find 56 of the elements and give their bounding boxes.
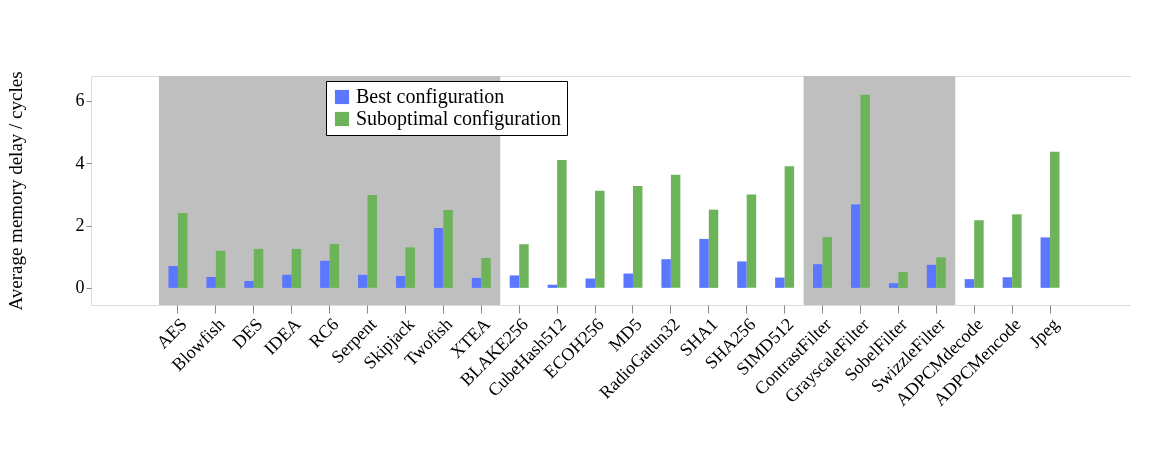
bar bbox=[850, 204, 861, 288]
bar bbox=[177, 213, 188, 288]
bar bbox=[926, 264, 937, 288]
bar bbox=[632, 185, 643, 288]
bar bbox=[291, 248, 302, 288]
bar bbox=[737, 261, 747, 288]
bar bbox=[888, 283, 899, 288]
bar bbox=[215, 250, 226, 288]
y-tick-label: 0 bbox=[75, 277, 85, 298]
bar bbox=[329, 243, 340, 288]
legend-label: Best configuration bbox=[356, 85, 505, 108]
bar bbox=[585, 278, 596, 288]
bar bbox=[936, 257, 946, 288]
y-tick-label: 6 bbox=[75, 90, 85, 111]
bar bbox=[481, 257, 491, 288]
bar bbox=[746, 194, 757, 288]
bar bbox=[964, 279, 975, 288]
bar bbox=[670, 174, 681, 288]
bar bbox=[244, 281, 254, 288]
bar bbox=[708, 209, 719, 288]
bar bbox=[367, 195, 378, 288]
bar bbox=[320, 260, 330, 288]
bar bbox=[519, 244, 529, 288]
y-axis-title: Average memory delay / cycles bbox=[4, 71, 26, 311]
bar bbox=[253, 248, 264, 288]
bar bbox=[1012, 214, 1022, 288]
bar bbox=[405, 247, 415, 288]
bar bbox=[860, 94, 870, 288]
bar bbox=[168, 266, 178, 288]
bar bbox=[784, 166, 795, 288]
bar bbox=[1040, 237, 1051, 288]
bar bbox=[898, 271, 908, 288]
bar bbox=[1050, 151, 1060, 288]
bar bbox=[358, 274, 368, 288]
bar bbox=[1002, 277, 1013, 288]
bar bbox=[661, 259, 671, 288]
bar bbox=[471, 277, 482, 288]
y-tick-label: 2 bbox=[75, 215, 85, 236]
x-tick-label: Jpeg bbox=[1025, 314, 1063, 352]
bar bbox=[509, 275, 520, 288]
bar bbox=[595, 190, 605, 288]
bar bbox=[206, 276, 216, 288]
bar bbox=[282, 274, 292, 288]
bar bbox=[433, 228, 444, 288]
bar bbox=[443, 209, 453, 288]
bar bbox=[699, 238, 709, 288]
bar bbox=[822, 237, 833, 288]
legend-label: Suboptimal configuration bbox=[356, 107, 561, 130]
bar bbox=[974, 220, 984, 288]
bar bbox=[813, 264, 823, 288]
bar bbox=[623, 273, 633, 288]
y-tick-label: 4 bbox=[75, 152, 85, 173]
bar bbox=[547, 284, 558, 288]
bar bbox=[775, 277, 785, 288]
bar bbox=[557, 160, 567, 288]
bar bbox=[395, 276, 406, 288]
